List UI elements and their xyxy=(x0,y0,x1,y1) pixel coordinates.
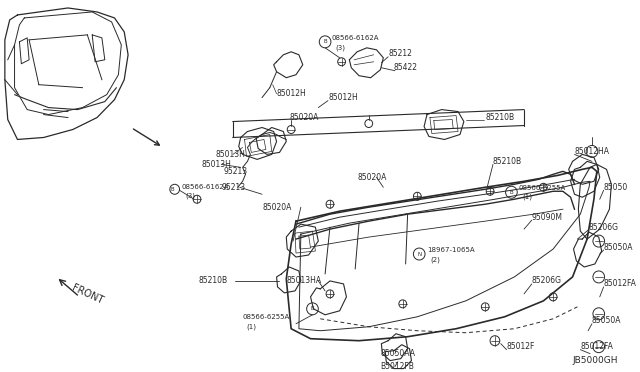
Text: 08566-6255A: 08566-6255A xyxy=(243,314,290,320)
Text: 85422: 85422 xyxy=(394,63,418,72)
Text: (3): (3) xyxy=(186,192,195,199)
Text: 85050: 85050 xyxy=(604,183,628,192)
Text: JB5000GH: JB5000GH xyxy=(573,356,618,365)
Text: 85020A: 85020A xyxy=(357,173,387,182)
Text: 85012FA: 85012FA xyxy=(604,279,637,288)
Text: B5012FB: B5012FB xyxy=(380,362,414,371)
Text: 85012F: 85012F xyxy=(507,342,535,351)
Text: 85013H: 85013H xyxy=(216,150,245,159)
Text: (1): (1) xyxy=(246,324,257,330)
Text: 85012H: 85012H xyxy=(328,93,358,102)
Text: B: B xyxy=(310,306,314,311)
Text: FRONT: FRONT xyxy=(70,282,104,305)
Text: 85050A: 85050A xyxy=(604,243,633,251)
Text: (3): (3) xyxy=(336,45,346,51)
Text: 18967-1065A: 18967-1065A xyxy=(427,247,475,253)
Text: (2): (2) xyxy=(431,257,441,263)
Text: B: B xyxy=(171,187,175,192)
Text: 08566-6162A: 08566-6162A xyxy=(182,184,229,190)
Text: 85210B: 85210B xyxy=(485,113,515,122)
Text: B: B xyxy=(323,39,327,44)
Text: 85210B: 85210B xyxy=(493,157,522,166)
Text: 85210B: 85210B xyxy=(199,276,228,285)
Text: N: N xyxy=(417,251,421,257)
Text: 95090M: 95090M xyxy=(532,213,563,222)
Text: 85012H: 85012H xyxy=(276,89,307,98)
Text: B: B xyxy=(509,190,513,195)
Text: 85020A: 85020A xyxy=(262,203,291,212)
Text: 85013H: 85013H xyxy=(202,160,232,169)
Text: 85013HA: 85013HA xyxy=(286,276,321,285)
Text: 95213: 95213 xyxy=(223,167,247,176)
Text: 85020A: 85020A xyxy=(289,113,319,122)
Text: 08566-6162A: 08566-6162A xyxy=(332,35,380,41)
Text: 85206G: 85206G xyxy=(532,276,562,285)
Text: 08566-6255A: 08566-6255A xyxy=(518,185,566,191)
Text: 85212: 85212 xyxy=(388,49,412,58)
Text: (1): (1) xyxy=(522,194,532,201)
Text: 85206G: 85206G xyxy=(588,222,618,232)
Text: 85012FA: 85012FA xyxy=(580,342,613,351)
Text: 85050A: 85050A xyxy=(592,316,621,325)
Text: 95213: 95213 xyxy=(221,183,245,192)
Text: 85012HA: 85012HA xyxy=(575,147,609,156)
Text: 85050AA: 85050AA xyxy=(380,349,415,358)
